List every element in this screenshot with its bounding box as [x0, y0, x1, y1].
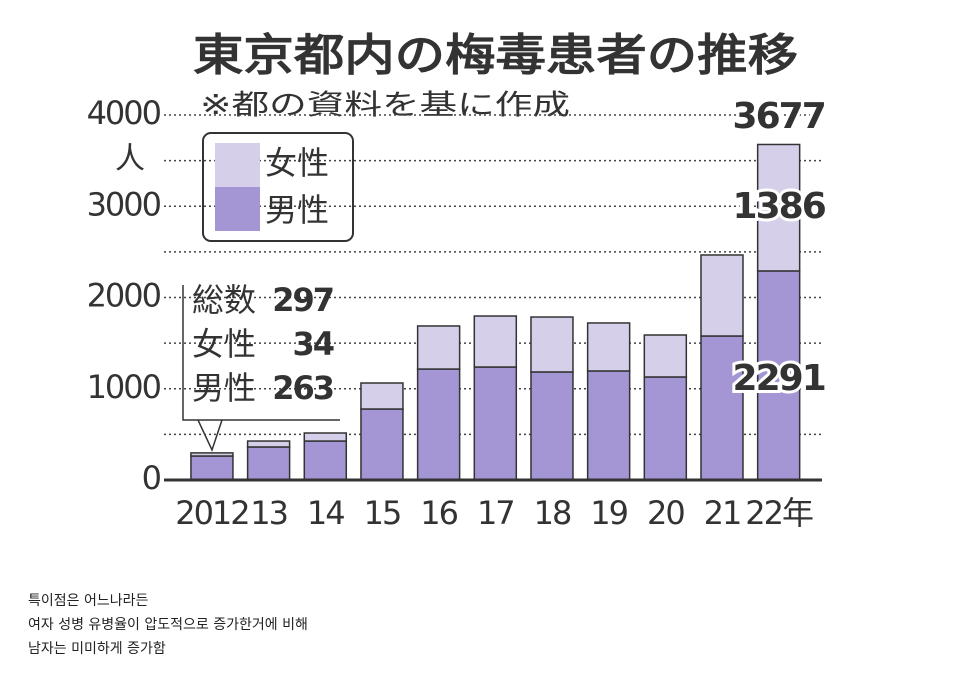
caption: 남자는 미미하게 증가함 [28, 641, 166, 657]
bar-segment [416, 325, 461, 370]
bar-segment [643, 334, 688, 378]
bar-segment [473, 366, 518, 481]
callout-label: 総数 [192, 281, 256, 319]
legend-swatch [215, 143, 260, 187]
caption: 여자 성병 유병율이 압도적으로 증가한거에 비해 [28, 617, 308, 633]
x-tick-label: 2012 [175, 494, 248, 532]
chart-title: 東京都内の梅毒患者の推移 [193, 30, 798, 81]
x-tick-label: 22年 [745, 494, 813, 532]
y-unit: 人 [115, 142, 145, 177]
bar-segment [303, 440, 348, 481]
caption: 특이점은 어느나라든 [28, 593, 149, 609]
legend-label: 男性 [265, 191, 329, 229]
x-tick-label: 15 [364, 494, 401, 532]
bar-segment [643, 376, 688, 481]
bar-segment [416, 368, 461, 481]
bar-segment [360, 382, 404, 410]
legend-label: 女性 [265, 144, 329, 182]
bar-segment [360, 408, 404, 481]
bar-segment [473, 315, 518, 368]
x-tick-label: 21 [704, 494, 741, 532]
bar-segment [303, 432, 348, 442]
callout-value: 297 [272, 281, 333, 319]
callout-label: 女性 [192, 325, 256, 363]
bar-segment [246, 446, 291, 481]
bar-segment [586, 370, 631, 481]
bar-segment [700, 335, 744, 481]
x-tick-label: 14 [307, 494, 344, 532]
x-tick-label: 16 [420, 494, 457, 532]
x-tick-label: 19 [590, 494, 627, 532]
chart: 東京都内の梅毒患者の推移 ※都の資料を基に作成 人 0 1000 2000 3000 4… [86, 30, 828, 532]
y-tick-label: 1000 [87, 368, 161, 406]
bar-segment [190, 455, 234, 481]
x-tick-label: 18 [534, 494, 571, 532]
bar-segment [756, 143, 801, 272]
value-label: 263 [272, 369, 333, 407]
y-tick-label: 4000 [87, 94, 161, 132]
legend-swatch [215, 187, 260, 231]
x-tick-label: 20 [647, 494, 684, 532]
chart-subtitle: ※都の資料を基に作成 [200, 88, 570, 121]
bar-segment [586, 322, 631, 372]
value-label: 2291 [733, 358, 825, 399]
y-tick-label: 3000 [87, 185, 161, 223]
bar-segment [246, 440, 291, 448]
bar-segment [700, 254, 744, 337]
y-tick-label: 0 [142, 459, 161, 497]
bar-segment [530, 316, 574, 373]
callout-label: 男性 [192, 369, 256, 407]
value-label: 34 [292, 325, 333, 363]
y-tick-label: 2000 [87, 277, 161, 315]
bar-segment [530, 371, 574, 481]
total-label: 3677 [733, 96, 825, 137]
x-tick-label: 13 [250, 494, 287, 532]
x-tick-label: 17 [477, 494, 514, 532]
value-label: 1386 [733, 186, 826, 227]
bar-segment [190, 452, 234, 457]
